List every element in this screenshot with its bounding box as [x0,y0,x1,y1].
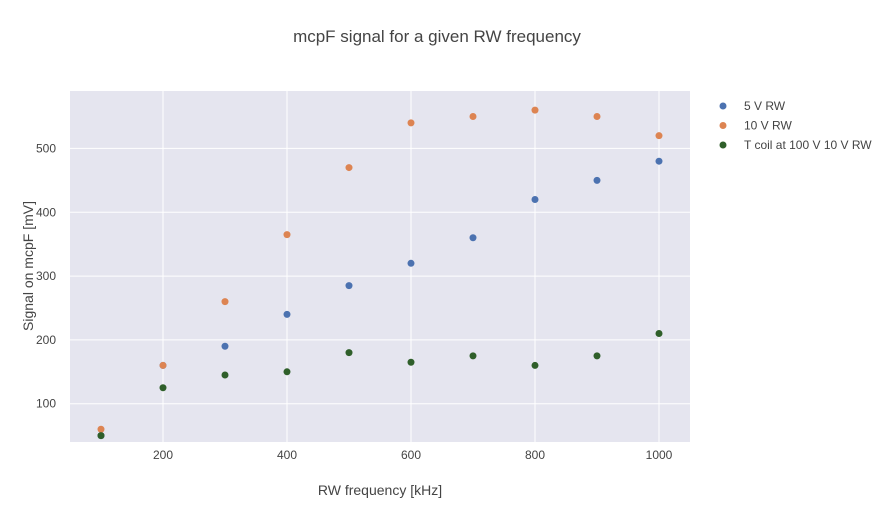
data-point[interactable] [345,349,353,357]
data-point[interactable] [469,352,477,360]
data-point[interactable] [407,259,415,267]
data-point[interactable] [655,157,663,165]
data-point[interactable] [221,342,229,350]
legend-item-2[interactable]: T coil at 100 V 10 V RW [719,138,873,152]
y-tick-label: 400 [36,205,56,219]
plot-area [70,91,690,442]
legend-item-1[interactable]: 10 V RW [719,119,793,133]
data-point[interactable] [531,361,539,369]
legend-marker [719,141,727,149]
data-point[interactable] [469,113,477,121]
legend-label: 5 V RW [744,99,786,113]
x-tick-label: 1000 [646,448,673,462]
data-point[interactable] [97,425,105,433]
data-point[interactable] [159,384,167,392]
tick-labels: 200 400 600 800 1000 100 200 300 400 500 [36,141,673,462]
legend-marker [719,122,727,129]
data-point[interactable] [407,119,415,127]
y-axis-title: Signal on mcpF [mV] [20,201,36,331]
series-2 [97,330,663,440]
y-tick-label: 300 [36,269,56,283]
data-point[interactable] [469,234,477,242]
legend[interactable]: 5 V RW 10 V RW T coil at 100 V 10 V RW [719,99,873,152]
data-point[interactable] [593,113,601,121]
legend-marker [719,102,727,110]
chart-title: mcpF signal for a given RW frequency [293,27,581,46]
data-point[interactable] [407,358,415,366]
x-tick-label: 600 [401,448,421,462]
data-point[interactable] [655,132,663,140]
data-point[interactable] [283,310,291,318]
data-point[interactable] [655,330,663,338]
legend-item-0[interactable]: 5 V RW [719,99,786,113]
data-point[interactable] [283,231,291,239]
y-tick-label: 500 [36,141,56,155]
x-axis-title: RW frequency [kHz] [318,482,442,498]
data-point[interactable] [345,282,353,290]
data-point[interactable] [159,361,167,369]
data-point[interactable] [345,164,353,172]
data-point[interactable] [221,371,229,379]
y-tick-label: 100 [36,397,56,411]
legend-label: T coil at 100 V 10 V RW [744,138,872,152]
data-point[interactable] [593,352,601,360]
x-tick-label: 400 [277,448,297,462]
series-1 [97,106,663,433]
data-point[interactable] [283,368,291,376]
data-point[interactable] [593,176,601,184]
data-point[interactable] [531,195,539,203]
data-point[interactable] [221,298,229,306]
x-tick-label: 800 [525,448,545,462]
legend-label: 10 V RW [744,119,792,133]
x-tick-label: 200 [153,448,173,462]
data-points [97,106,663,440]
y-tick-label: 200 [36,333,56,347]
data-point[interactable] [97,432,105,440]
data-point[interactable] [531,106,539,114]
